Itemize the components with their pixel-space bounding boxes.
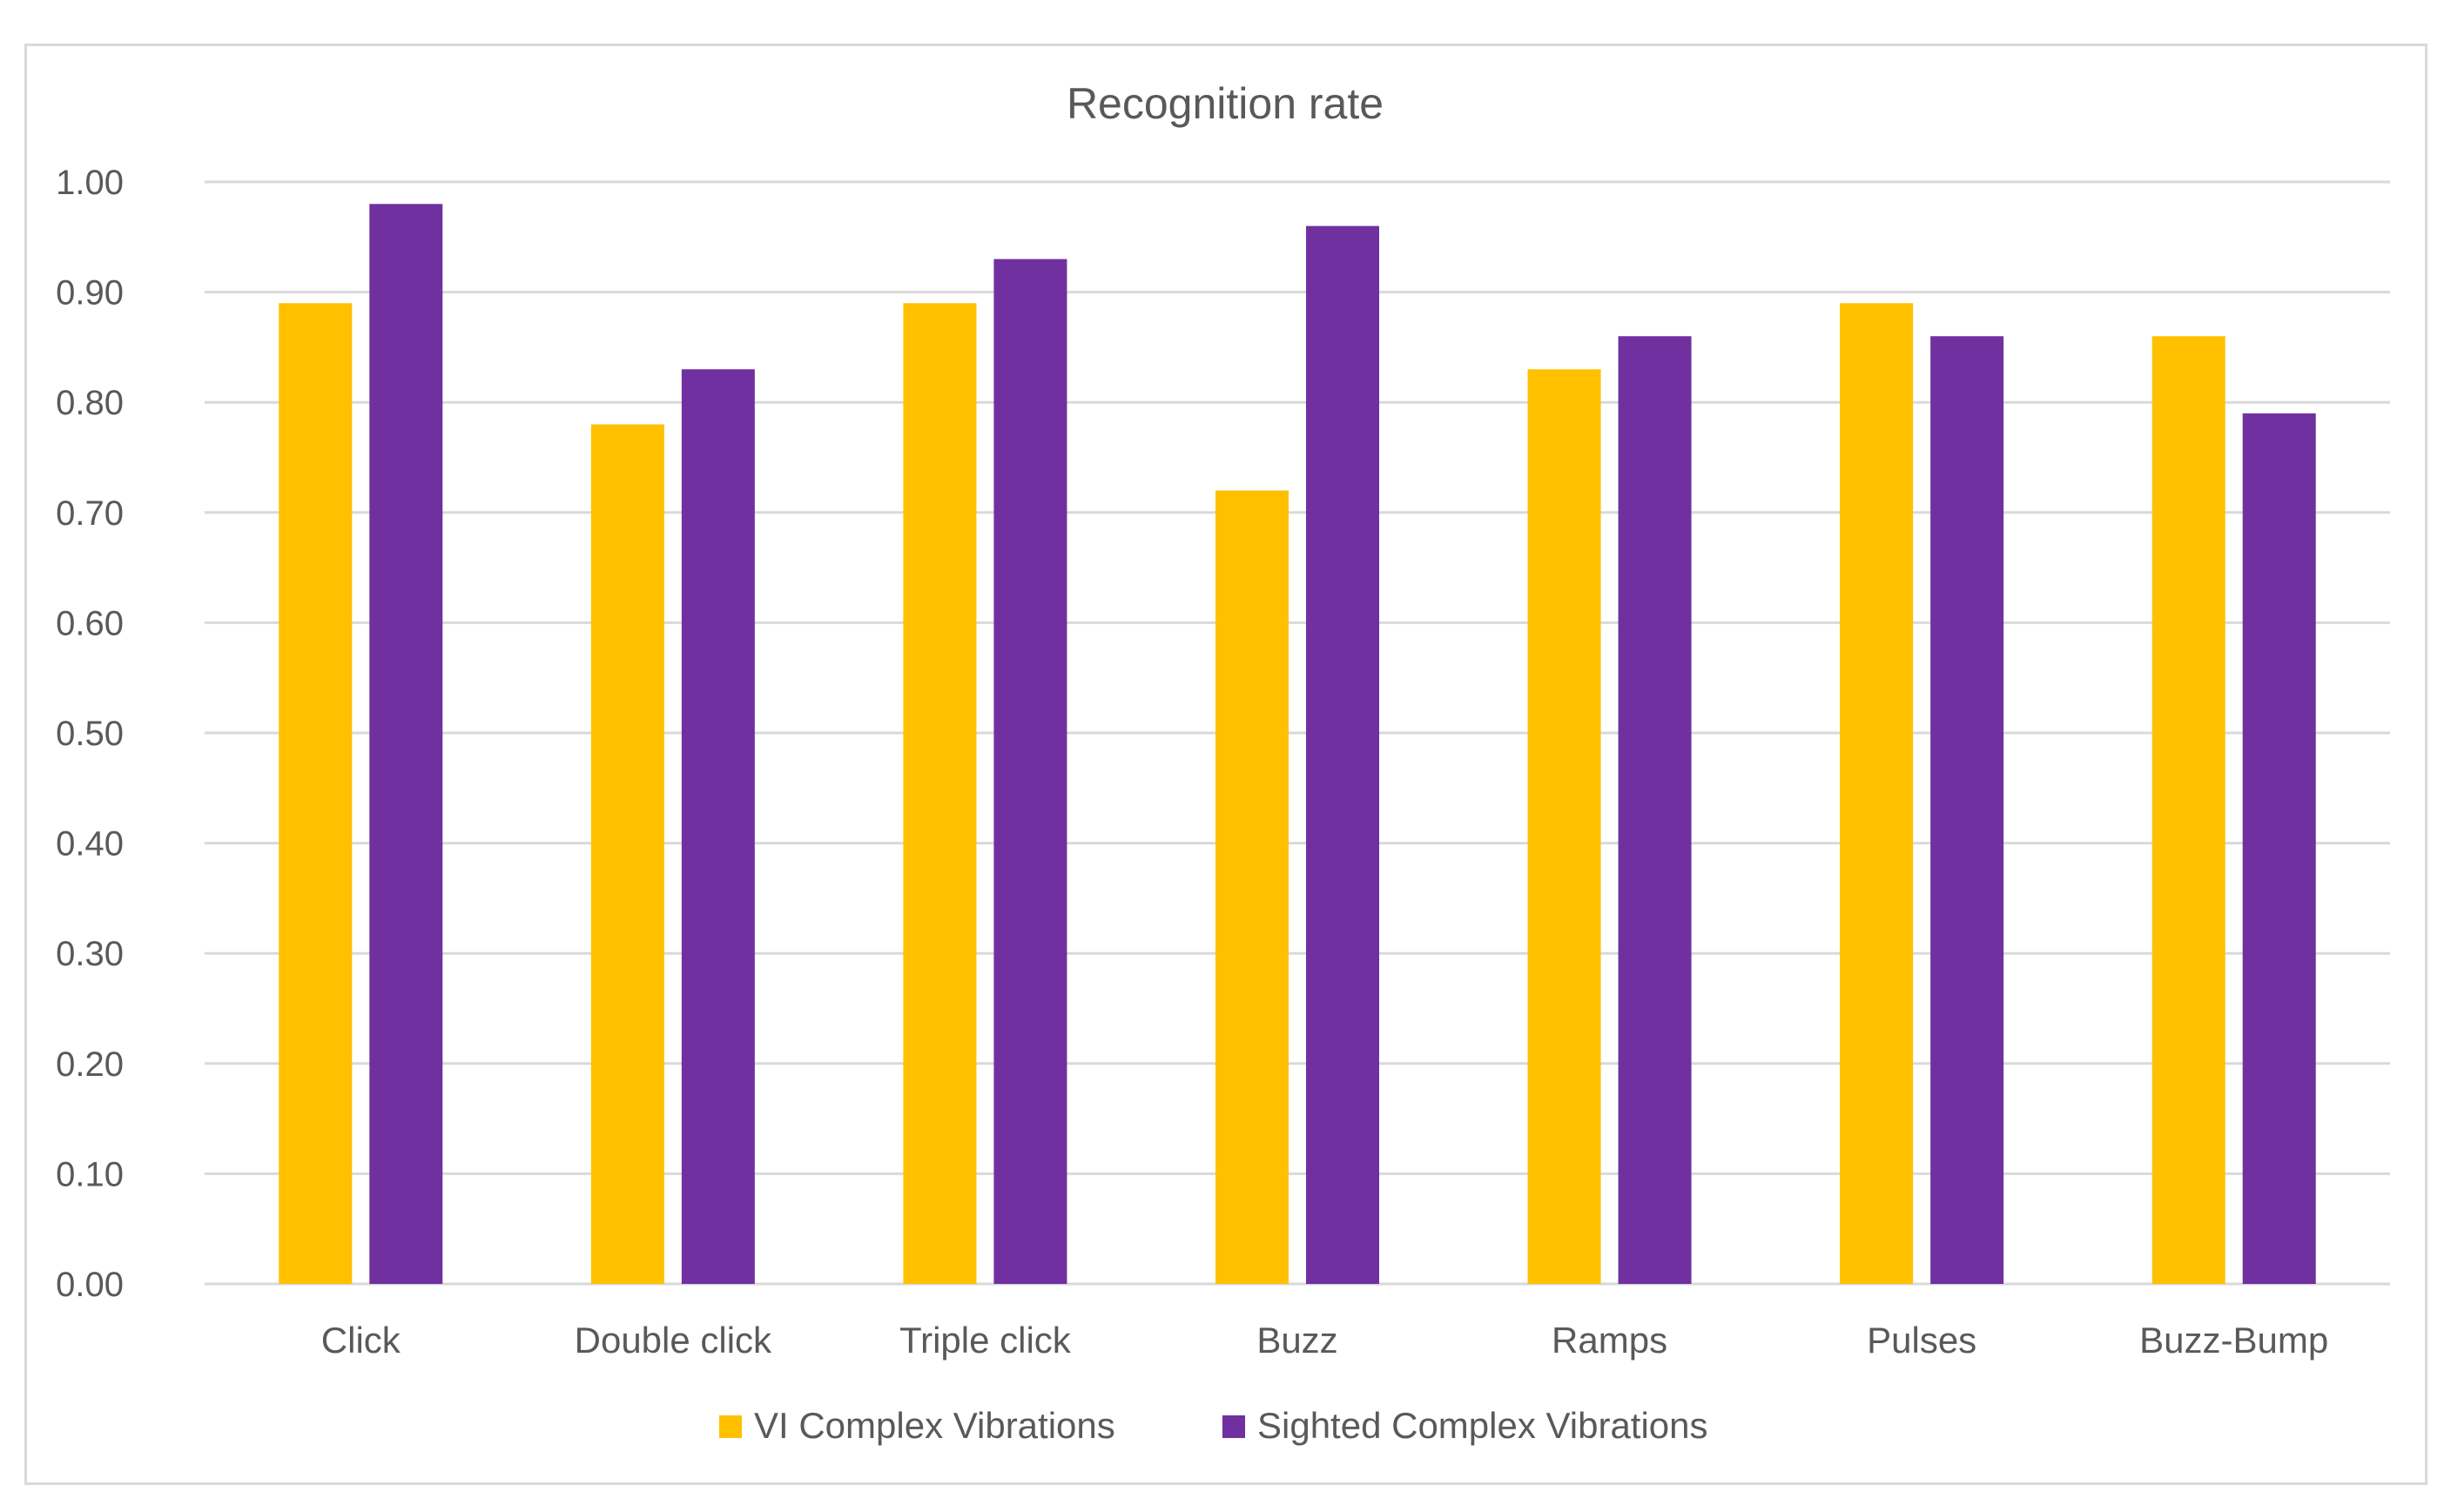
bar-sighted-pulses — [1930, 336, 2004, 1284]
y-tick-label: 0.10 — [56, 1155, 124, 1193]
x-tick-label: Buzz — [1256, 1320, 1337, 1361]
legend-swatch-sighted — [1222, 1415, 1245, 1438]
y-tick-label: 0.20 — [56, 1045, 124, 1084]
x-tick-label: Double click — [575, 1320, 772, 1361]
bar-vi-buzz — [1215, 490, 1289, 1284]
chart-title: Recognition rate — [1067, 79, 1384, 128]
bar-sighted-double-click — [681, 369, 755, 1285]
bar-sighted-buzz — [1306, 225, 1379, 1284]
bar-sighted-buzz-bump — [2242, 413, 2316, 1284]
x-tick-label: Click — [321, 1320, 401, 1361]
y-tick-label: 0.00 — [56, 1266, 124, 1304]
y-tick-label: 0.90 — [56, 274, 124, 312]
y-tick-label: 0.40 — [56, 825, 124, 864]
legend-label-vi: VI Complex Vibrations — [754, 1405, 1115, 1446]
x-axis-ticks: Click Double click Triple click Buzz Ramps Pu… — [321, 1320, 2328, 1361]
bars — [279, 204, 2316, 1285]
x-tick-label: Pulses — [1867, 1320, 1976, 1361]
x-tick-label: Buzz-Bump — [2139, 1320, 2328, 1361]
x-tick-label: Ramps — [1552, 1320, 1667, 1361]
bar-vi-ramps — [1527, 369, 1601, 1285]
bar-vi-click — [279, 303, 353, 1284]
legend-label-sighted: Sighted Complex Vibrations — [1257, 1405, 1708, 1446]
legend: VI Complex Vibrations Sighted Complex Vi… — [719, 1405, 1708, 1446]
y-tick-label: 1.00 — [56, 164, 124, 202]
bar-vi-buzz-bump — [2151, 336, 2225, 1284]
y-axis-ticks: 0.00 0.10 0.20 0.30 0.40 0.50 0.60 0.70 0.80 0.90… — [56, 164, 124, 1304]
bar-vi-pulses — [1840, 303, 1914, 1284]
bar-vi-triple-click — [903, 303, 977, 1284]
bar-sighted-click — [369, 204, 443, 1284]
bar-sighted-ramps — [1618, 336, 1692, 1284]
y-tick-label: 0.30 — [56, 935, 124, 973]
bar-vi-double-click — [590, 424, 664, 1284]
y-tick-label: 0.70 — [56, 494, 124, 533]
gridlines — [205, 180, 2390, 1286]
y-tick-label: 0.60 — [56, 604, 124, 642]
x-tick-label: Triple click — [899, 1320, 1072, 1361]
y-tick-label: 0.50 — [56, 715, 124, 753]
bar-sighted-triple-click — [993, 259, 1067, 1284]
legend-swatch-vi — [719, 1415, 742, 1438]
y-tick-label: 0.80 — [56, 384, 124, 422]
